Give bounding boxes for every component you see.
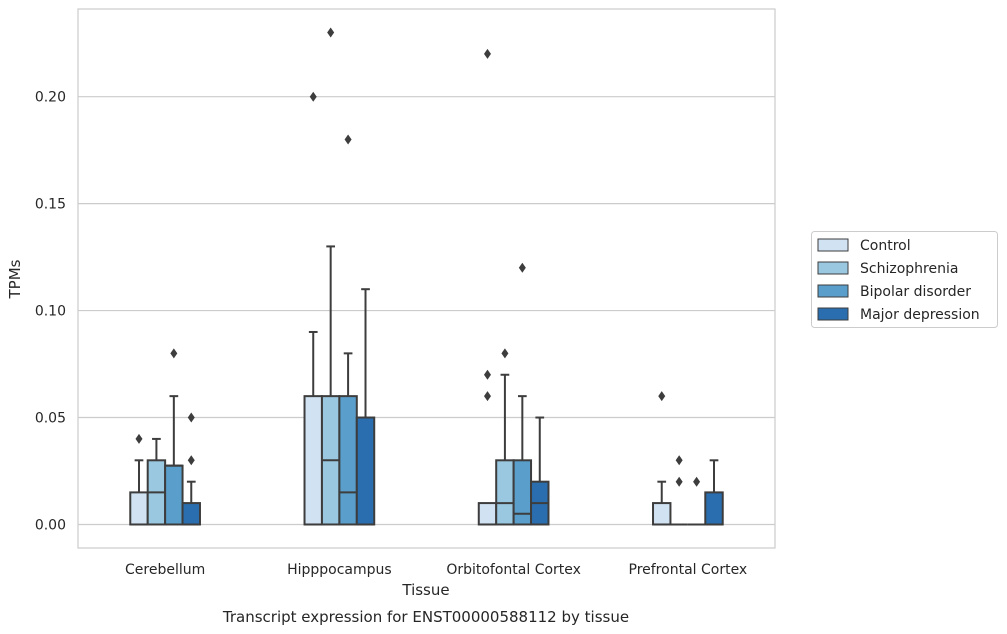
box-2-0 xyxy=(477,502,498,526)
legend-swatch xyxy=(817,307,849,321)
box-body xyxy=(129,491,149,526)
outliers xyxy=(135,27,701,487)
legend-label: Bipolar disorder xyxy=(860,284,971,300)
legend-label: Control xyxy=(860,238,911,254)
y-tick-labels: 0.00 0.05 0.10 0.15 0.20 xyxy=(35,90,66,534)
box-body xyxy=(181,502,201,526)
y-tick-label: 0.00 xyxy=(35,517,66,533)
outlier-point xyxy=(135,433,143,444)
box-body xyxy=(338,395,358,526)
outlier-point xyxy=(170,348,178,359)
outlier-point xyxy=(187,455,195,466)
x-tick-label: Cerebellum xyxy=(125,562,205,578)
x-axis-title: Tissue xyxy=(401,581,449,599)
outlier-point xyxy=(187,412,195,423)
box-0-3 xyxy=(181,480,201,526)
outlier-point xyxy=(693,476,701,487)
box-body xyxy=(355,416,376,526)
boxes xyxy=(129,245,724,526)
legend-label: Major depression xyxy=(860,307,980,323)
box-0-2 xyxy=(164,395,184,526)
y-tick-label: 0.20 xyxy=(35,90,66,106)
legend-frame xyxy=(811,231,998,328)
x-tick-label: Hipppocampus xyxy=(287,562,392,578)
legend-swatch xyxy=(817,238,849,252)
box-3-0 xyxy=(652,480,672,526)
box-body xyxy=(704,491,724,526)
x-tick-label: Orbitofontal Cortex xyxy=(446,562,581,578)
box-2-3 xyxy=(530,416,550,526)
outlier-point xyxy=(675,455,683,466)
box-body xyxy=(652,502,672,526)
outlier-point xyxy=(483,369,491,380)
box-body xyxy=(303,395,323,526)
x-tick-labels: Cerebellum Hipppocampus Orbitofontal Corte… xyxy=(125,562,747,578)
box-body xyxy=(164,464,184,526)
outlier-point xyxy=(501,348,509,359)
plot-background xyxy=(77,8,776,549)
outlier-point xyxy=(483,48,491,59)
box-body xyxy=(512,459,533,526)
y-tick-label: 0.10 xyxy=(35,304,66,320)
y-tick-label: 0.05 xyxy=(35,411,66,427)
outlier-point xyxy=(327,27,335,38)
legend: Control Schizophrenia Bipolar disorder Majo… xyxy=(811,231,998,328)
outlier-point xyxy=(518,262,526,273)
outlier-point xyxy=(309,91,317,102)
outlier-point xyxy=(483,391,491,402)
box-body xyxy=(495,459,515,526)
legend-swatch xyxy=(817,261,849,275)
legend-swatch xyxy=(817,284,849,298)
y-tick-label: 0.15 xyxy=(35,197,66,213)
outlier-point xyxy=(344,134,352,145)
outlier-point xyxy=(675,476,683,487)
y-axis-title: TPMs xyxy=(6,259,24,299)
legend-label: Schizophrenia xyxy=(860,261,958,277)
x-tick-label: Prefrontal Cortex xyxy=(629,562,748,578)
plot-area xyxy=(77,8,776,549)
outlier-point xyxy=(658,391,666,402)
box-1-3 xyxy=(355,288,376,526)
box-3-3 xyxy=(704,459,724,526)
chart-title: Transcript expression for ENST0000058811… xyxy=(222,608,629,626)
box-body xyxy=(477,502,498,526)
box-1-1 xyxy=(320,245,341,526)
box-2-2 xyxy=(512,395,533,526)
